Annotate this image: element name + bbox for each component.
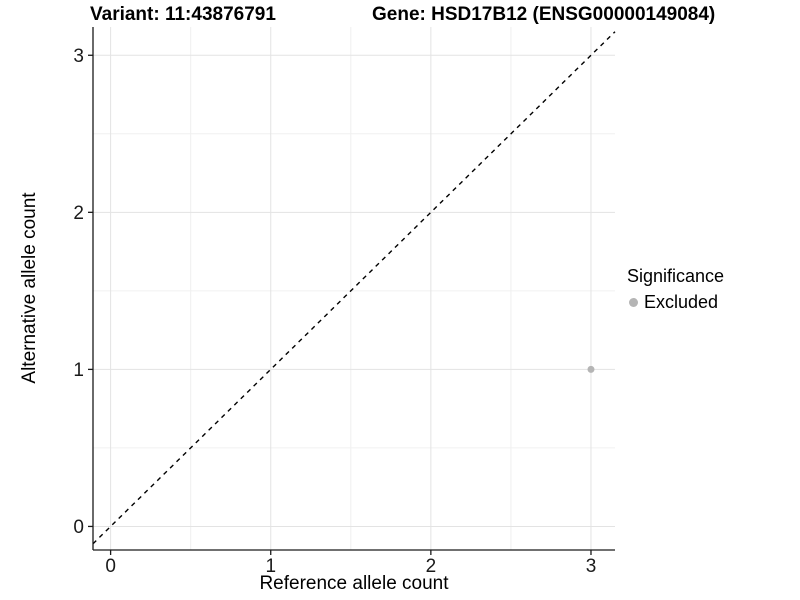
- data-point: [587, 365, 595, 373]
- x-axis-title: Reference allele count: [259, 573, 449, 594]
- identity-line: [92, 31, 616, 545]
- legend-title: Significance: [627, 266, 725, 286]
- y-tick-label: 1: [73, 360, 84, 381]
- gene-title: Gene: HSD17B12 (ENSG00000149084): [372, 4, 716, 25]
- x-tick-label: 0: [105, 556, 116, 577]
- legend-entry-label: Excluded: [644, 292, 719, 312]
- y-axis-title: Alternative allele count: [19, 192, 40, 384]
- x-tick-label: 1: [265, 556, 276, 577]
- legend-key-dot: [629, 298, 638, 307]
- variant-title: Variant: 11:43876791: [90, 4, 276, 25]
- y-tick-label: 0: [73, 517, 84, 538]
- y-tick-label: 3: [73, 46, 84, 67]
- legend: Significance Excluded: [627, 266, 724, 313]
- y-tick-label: 2: [73, 203, 84, 224]
- x-tick-label: 3: [586, 556, 597, 577]
- x-tick-label: 2: [426, 556, 437, 577]
- legend-entry-excluded: Excluded: [629, 292, 724, 313]
